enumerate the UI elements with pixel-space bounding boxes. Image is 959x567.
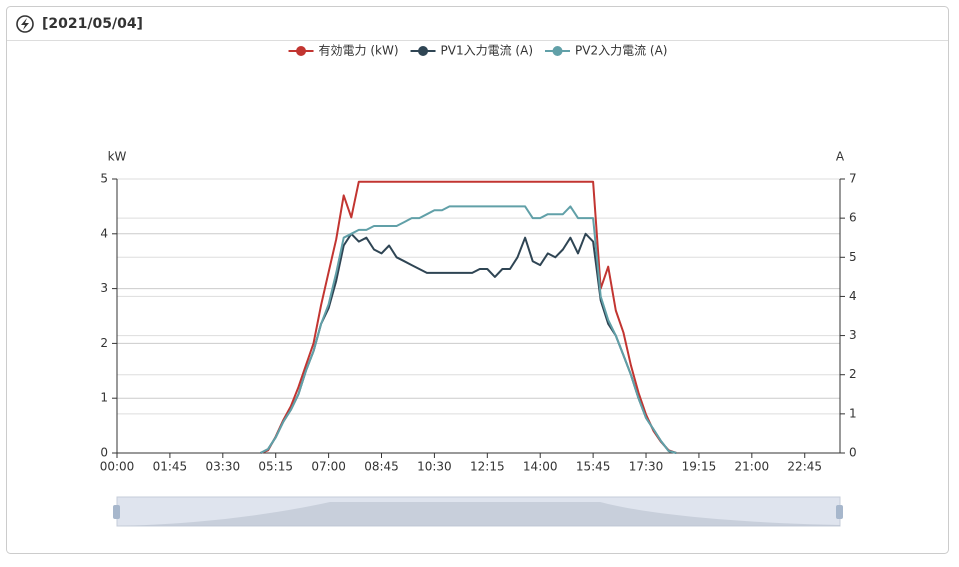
legend-label: PV1入力電流 (A)	[441, 44, 533, 58]
y2-tick-label: 6	[849, 211, 857, 225]
y-tick-label: 0	[100, 446, 108, 460]
zoom-handle[interactable]	[113, 505, 120, 519]
x-tick-label: 03:30	[206, 460, 241, 474]
x-tick-label: 19:15	[682, 460, 717, 474]
y-axis-title: kW	[108, 150, 127, 164]
y2-tick-label: 7	[849, 172, 857, 186]
x-tick-label: 14:00	[523, 460, 558, 474]
card-frame	[6, 6, 949, 554]
series-line	[260, 180, 677, 454]
data-zoom[interactable]	[113, 496, 843, 527]
y2-tick-label: 2	[849, 367, 857, 381]
series-line	[260, 205, 677, 454]
legend-dot	[418, 46, 429, 56]
y-tick-label: 3	[100, 281, 108, 295]
y2-tick-label: 4	[849, 289, 857, 303]
x-tick-label: 17:30	[629, 460, 664, 474]
legend-dot	[552, 46, 563, 56]
y-tick-label: 2	[100, 336, 108, 350]
x-tick-label: 10:30	[417, 460, 452, 474]
y-tick-label: 4	[100, 226, 108, 240]
legend-item[interactable]: 有効電力 (kW)	[288, 43, 399, 58]
legend-item[interactable]: PV2入力電流 (A)	[545, 44, 667, 58]
y2-tick-label: 5	[849, 250, 857, 264]
legend-item[interactable]: PV1入力電流 (A)	[410, 44, 533, 58]
x-tick-label: 07:00	[311, 460, 346, 474]
y2-tick-label: 0	[849, 446, 857, 460]
x-tick-label: 21:00	[735, 460, 770, 474]
y-tick-label: 1	[100, 391, 108, 405]
series-line	[260, 232, 677, 454]
zoom-handle[interactable]	[836, 505, 843, 519]
legend-label: PV2入力電流 (A)	[575, 44, 667, 58]
legend-label: 有効電力 (kW)	[319, 43, 399, 58]
x-tick-label: 12:15	[470, 460, 505, 474]
y2-axis-title: A	[836, 150, 845, 164]
x-tick-label: 22:45	[787, 460, 822, 474]
header-icon	[16, 15, 34, 33]
x-tick-label: 08:45	[364, 460, 399, 474]
x-tick-label: 15:45	[576, 460, 611, 474]
legend: 有効電力 (kW) PV1入力電流 (A) PV2入力電流 (A)	[288, 43, 667, 58]
x-tick-label: 01:45	[153, 460, 188, 474]
x-tick-label: 05:15	[258, 460, 293, 474]
y2-tick-label: 3	[849, 328, 857, 342]
header-title: [2021/05/04]	[42, 16, 143, 32]
zoom-shadow	[117, 502, 840, 526]
y2-tick-label: 1	[849, 406, 857, 420]
x-tick-label: 00:00	[100, 460, 135, 474]
legend-dot	[296, 46, 307, 56]
y-tick-label: 5	[100, 172, 108, 186]
